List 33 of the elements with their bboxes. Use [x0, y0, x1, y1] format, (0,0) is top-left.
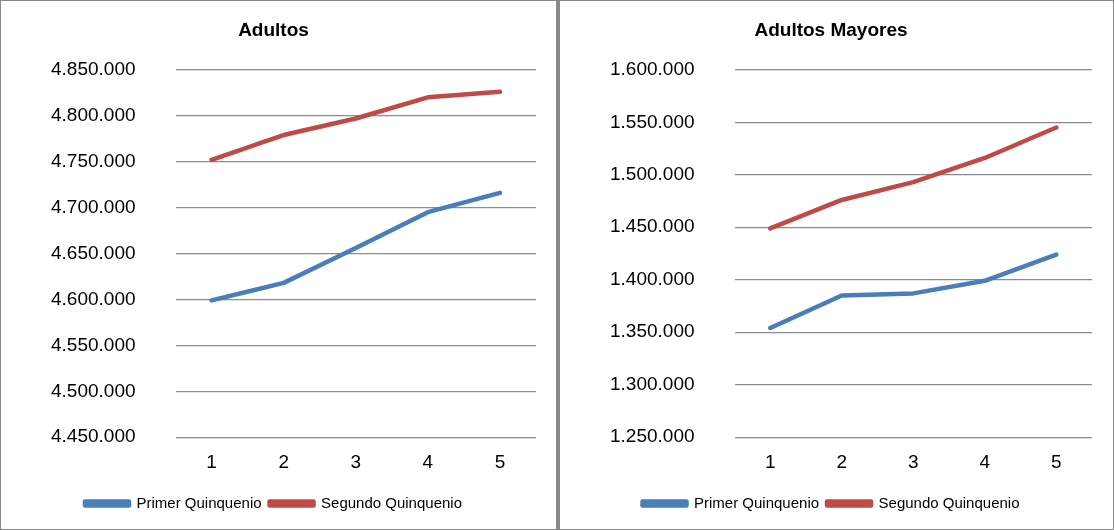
y-tick-label: 1.400.000: [609, 267, 695, 289]
y-tick-label: 4.850.000: [50, 58, 136, 80]
y-tick-label: 1.300.000: [609, 372, 695, 394]
x-tick-label: 4: [979, 450, 991, 472]
x-tick-label: 3: [350, 450, 362, 472]
x-tick-label: 2: [278, 450, 289, 472]
legend-label: Segundo Quinquenio: [321, 493, 463, 511]
x-tick-label: 2: [836, 450, 848, 472]
y-tick-label: 4.600.000: [50, 287, 136, 309]
x-tick-label: 5: [1050, 450, 1062, 472]
y-tick-label: 4.450.000: [50, 425, 136, 447]
y-tick-label: 1.600.000: [609, 58, 695, 80]
x-tick-label: 1: [764, 450, 776, 472]
y-tick-label: 1.250.000: [609, 425, 695, 447]
legend-label: Primer Quinquenio: [693, 493, 820, 511]
y-tick-label: 4.650.000: [50, 241, 136, 263]
y-tick-label: 4.750.000: [50, 149, 136, 171]
y-tick-label: 1.550.000: [609, 110, 695, 132]
x-tick-label: 4: [422, 450, 434, 472]
y-tick-label: 1.500.000: [609, 163, 695, 185]
y-tick-label: 4.550.000: [50, 333, 136, 355]
x-tick-label: 3: [907, 450, 919, 472]
y-tick-label: 1.450.000: [609, 215, 695, 237]
x-tick-label: 5: [494, 450, 506, 472]
y-tick-label: 4.700.000: [50, 195, 136, 217]
y-tick-label: 1.350.000: [609, 320, 695, 342]
x-tick-label: 1: [206, 450, 217, 472]
legend-label: Primer Quinquenio: [136, 493, 262, 511]
chart-title: Adultos: [238, 18, 309, 40]
y-tick-label: 4.500.000: [50, 379, 136, 401]
chart-title: Adultos Mayores: [754, 18, 908, 40]
y-tick-label: 4.800.000: [50, 103, 136, 125]
legend-label: Segundo Quinquenio: [878, 493, 1020, 511]
